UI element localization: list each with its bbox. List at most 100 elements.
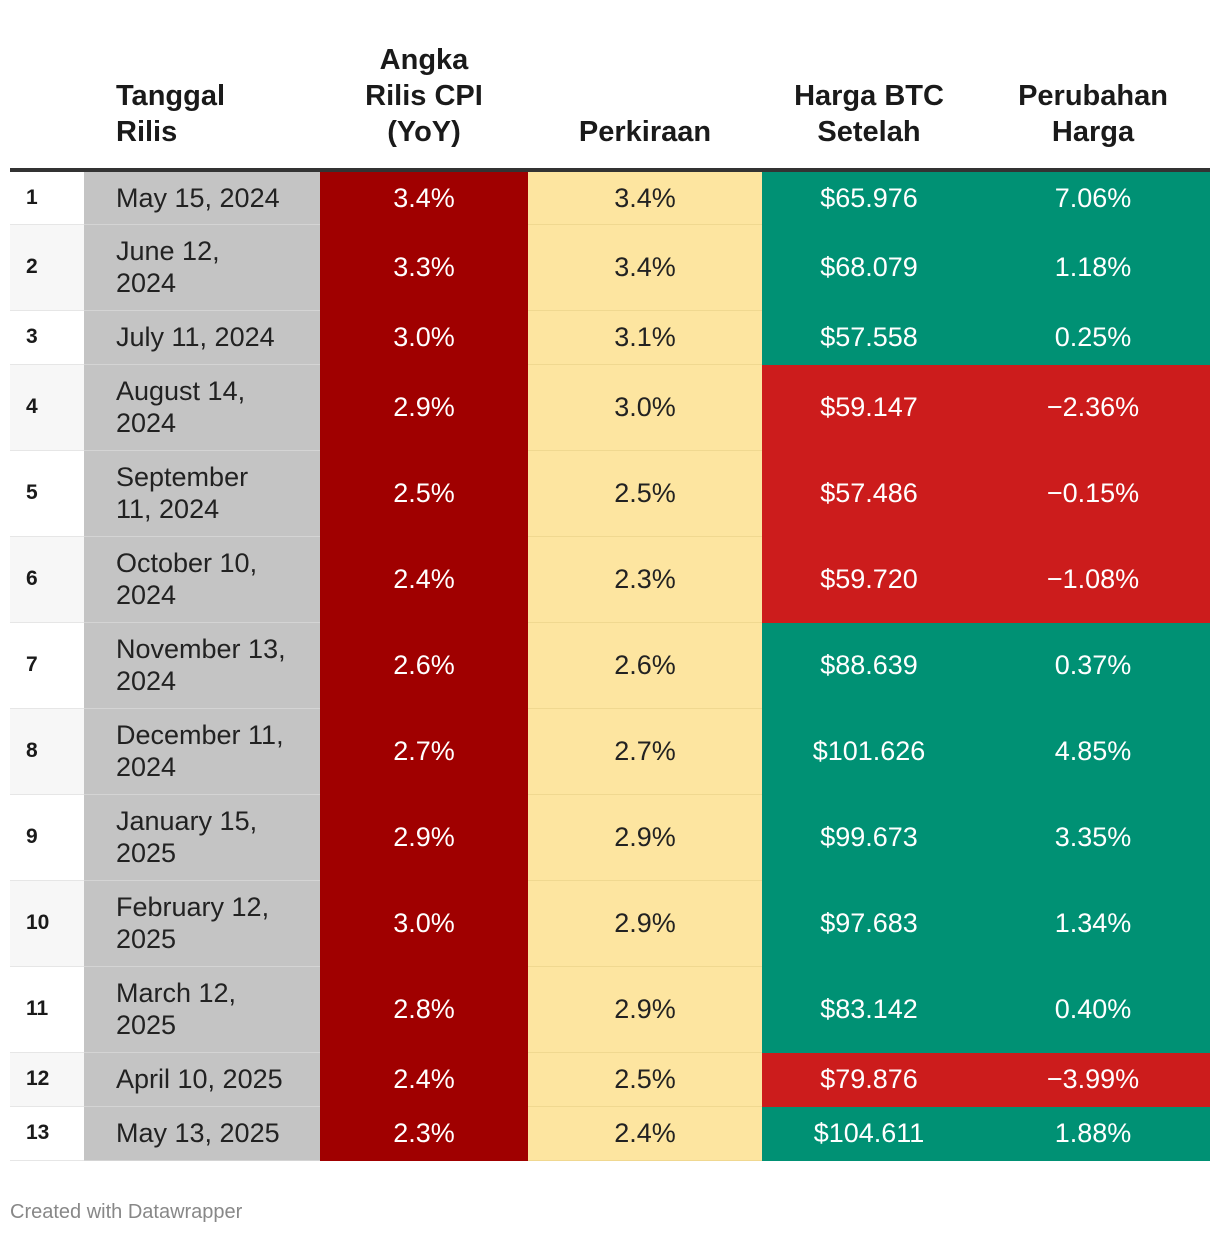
price-change-cell: 0.25% [976,310,1210,365]
header-btc-price: Harga BTC Setelah [762,0,976,172]
header-price-change-line2: Harga [1051,116,1135,148]
cpi-value-cell: 2.5% [320,450,528,537]
forecast-value-cell: 3.4% [528,224,762,311]
btc-price-cell: $104.611 [762,1106,976,1161]
table-row: 11 March 12, 2025 2.8% 2.9% $83.142 0.40% [10,966,1210,1053]
cpi-value-cell: 2.9% [320,364,528,451]
row-index: 12 [10,1052,84,1107]
header-cpi-line3: (YoY) [387,116,461,148]
forecast-value-cell: 3.0% [528,364,762,451]
row-index: 2 [10,224,84,311]
btc-price-cell: $59.147 [762,364,976,451]
cpi-value-cell: 2.9% [320,794,528,881]
btc-price-cell: $68.079 [762,224,976,311]
table-row: 8 December 11, 2024 2.7% 2.7% $101.626 4.85% [10,708,1210,795]
release-date-cell: January 15, 2025 [84,794,320,881]
release-date-cell: June 12, 2024 [84,224,320,311]
forecast-value-cell: 2.3% [528,536,762,623]
row-index: 1 [10,170,84,225]
release-date-cell: December 11, 2024 [84,708,320,795]
price-change-cell: 1.34% [976,880,1210,967]
forecast-value-cell: 2.9% [528,794,762,881]
table-row: 5 September 11, 2024 2.5% 2.5% $57.486 −0.15% [10,450,1210,537]
row-index: 6 [10,536,84,623]
btc-price-cell: $59.720 [762,536,976,623]
price-change-cell: −1.08% [976,536,1210,623]
release-date-cell: May 15, 2024 [84,170,320,225]
price-change-cell: 1.88% [976,1106,1210,1161]
price-change-cell: 3.35% [976,794,1210,881]
price-change-cell: −3.99% [976,1052,1210,1107]
forecast-value-cell: 3.1% [528,310,762,365]
row-index: 8 [10,708,84,795]
cpi-value-cell: 2.4% [320,536,528,623]
cpi-value-cell: 2.7% [320,708,528,795]
cpi-value-cell: 2.8% [320,966,528,1053]
row-index: 10 [10,880,84,967]
btc-price-cell: $79.876 [762,1052,976,1107]
header-cpi-line1: Angka [379,44,469,76]
table-row: 12 April 10, 2025 2.4% 2.5% $79.876 −3.99% [10,1052,1210,1107]
table-header: Tanggal Rilis Angka Rilis CPI (YoY) Perk… [10,0,1210,172]
release-date-cell: March 12, 2025 [84,966,320,1053]
table-row: 4 August 14, 2024 2.9% 3.0% $59.147 −2.36% [10,364,1210,451]
forecast-value-cell: 3.4% [528,170,762,225]
price-change-cell: 1.18% [976,224,1210,311]
header-btc-price-line2: Setelah [817,116,921,148]
cpi-value-cell: 3.3% [320,224,528,311]
price-change-cell: 0.40% [976,966,1210,1053]
forecast-value-cell: 2.6% [528,622,762,709]
forecast-value-cell: 2.9% [528,880,762,967]
row-index: 9 [10,794,84,881]
btc-price-cell: $57.558 [762,310,976,365]
forecast-value-cell: 2.5% [528,450,762,537]
row-index: 13 [10,1106,84,1161]
cpi-value-cell: 3.0% [320,880,528,967]
header-cpi-line2: Rilis CPI [365,80,483,112]
cpi-value-cell: 2.3% [320,1106,528,1161]
header-release-date-line2: Rilis [116,116,178,148]
forecast-value-cell: 2.9% [528,966,762,1053]
release-date-cell: July 11, 2024 [84,310,320,365]
header-price-change: Perubahan Harga [976,0,1210,172]
table-row: 1 May 15, 2024 3.4% 3.4% $65.976 7.06% [10,170,1210,225]
row-index: 7 [10,622,84,709]
data-table-container: Tanggal Rilis Angka Rilis CPI (YoY) Perk… [10,0,1210,1161]
btc-price-cell: $101.626 [762,708,976,795]
cpi-value-cell: 3.4% [320,170,528,225]
row-index: 3 [10,310,84,365]
cpi-value-cell: 3.0% [320,310,528,365]
release-date-cell: February 12, 2025 [84,880,320,967]
price-change-cell: −0.15% [976,450,1210,537]
header-forecast: Perkiraan [528,0,762,172]
release-date-cell: November 13, 2024 [84,622,320,709]
forecast-value-cell: 2.7% [528,708,762,795]
price-change-cell: 4.85% [976,708,1210,795]
table-row: 7 November 13, 2024 2.6% 2.6% $88.639 0.37% [10,622,1210,709]
price-change-cell: 0.37% [976,622,1210,709]
header-release-date: Tanggal Rilis [84,0,320,172]
header-index [10,0,84,172]
header-release-date-line1: Tanggal [116,80,226,112]
release-date-cell: August 14, 2024 [84,364,320,451]
table-row: 2 June 12, 2024 3.3% 3.4% $68.079 1.18% [10,224,1210,311]
datawrapper-credit: Created with Datawrapper [10,1201,243,1223]
header-cpi: Angka Rilis CPI (YoY) [320,0,528,172]
header-forecast-line1: Perkiraan [578,116,712,148]
cpi-btc-table: Tanggal Rilis Angka Rilis CPI (YoY) Perk… [10,0,1210,1161]
table-row: 6 October 10, 2024 2.4% 2.3% $59.720 −1.08% [10,536,1210,623]
table-row: 3 July 11, 2024 3.0% 3.1% $57.558 0.25% [10,310,1210,365]
table-row: 10 February 12, 2025 3.0% 2.9% $97.683 1.34% [10,880,1210,967]
forecast-value-cell: 2.5% [528,1052,762,1107]
table-row: 13 May 13, 2025 2.3% 2.4% $104.611 1.88% [10,1106,1210,1161]
table-body: 1 May 15, 2024 3.4% 3.4% $65.976 7.06% 2 June 1… [10,170,1210,1161]
btc-price-cell: $99.673 [762,794,976,881]
row-index: 11 [10,966,84,1053]
btc-price-cell: $97.683 [762,880,976,967]
btc-price-cell: $65.976 [762,170,976,225]
release-date-cell: September 11, 2024 [84,450,320,537]
btc-price-cell: $57.486 [762,450,976,537]
btc-price-cell: $83.142 [762,966,976,1053]
forecast-value-cell: 2.4% [528,1106,762,1161]
price-change-cell: −2.36% [976,364,1210,451]
